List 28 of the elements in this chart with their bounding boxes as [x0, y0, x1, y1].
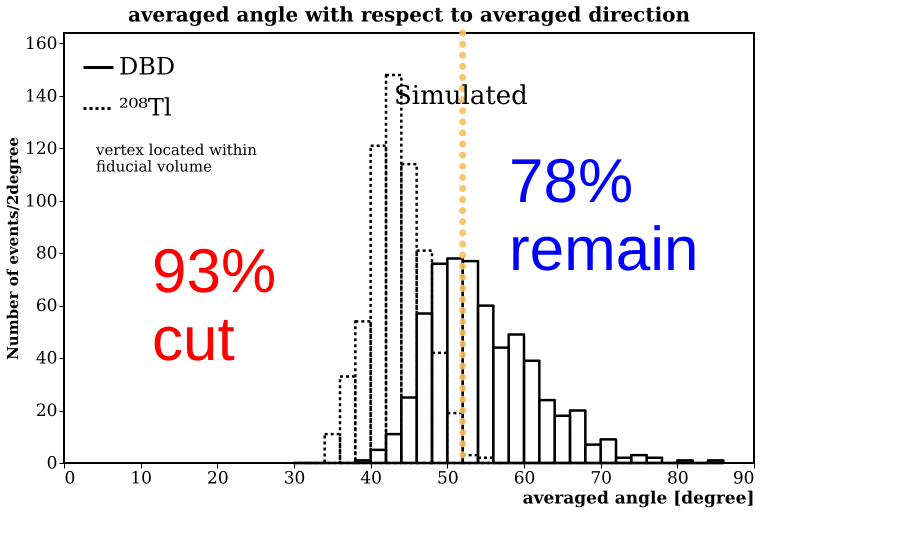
- x-tick-label: 90: [732, 468, 754, 488]
- x-tick-label: 10: [130, 468, 152, 488]
- x-tick-label: 20: [207, 468, 229, 488]
- x-tick-label: 50: [437, 468, 459, 488]
- x-tick-label: 30: [284, 468, 306, 488]
- y-tick-label: 80: [36, 244, 58, 264]
- annotation: vertex located within fiducial volume: [95, 141, 258, 176]
- x-tick-label: 60: [514, 468, 536, 488]
- x-tick-label: 80: [667, 468, 689, 488]
- y-tick-label: 160: [25, 34, 58, 54]
- y-tick-label: 0: [46, 454, 58, 474]
- x-tick-label: 70: [590, 468, 612, 488]
- y-tick-label: 20: [36, 401, 58, 422]
- y-axis-title: Number of events/2degree: [4, 137, 22, 360]
- x-tick-label: 0: [64, 468, 76, 488]
- legend-label: DBD: [119, 52, 176, 80]
- y-tick-label: 120: [25, 138, 58, 159]
- y-tick-label: 100: [25, 191, 58, 212]
- y-tick-label: 40: [36, 348, 58, 369]
- y-tick-label: 140: [25, 86, 58, 106]
- annotation: 78% remain: [509, 147, 699, 284]
- legend-label: ²⁰⁸Tl: [119, 94, 172, 122]
- x-tick-label: 40: [360, 468, 382, 488]
- chart-title: averaged angle with respect to averaged direction: [128, 2, 691, 26]
- annotation: Simulated: [394, 81, 528, 111]
- y-tick-label: 60: [36, 296, 58, 316]
- annotation: 93% cut: [152, 237, 276, 374]
- x-axis-title: averaged angle [degree]: [522, 488, 754, 508]
